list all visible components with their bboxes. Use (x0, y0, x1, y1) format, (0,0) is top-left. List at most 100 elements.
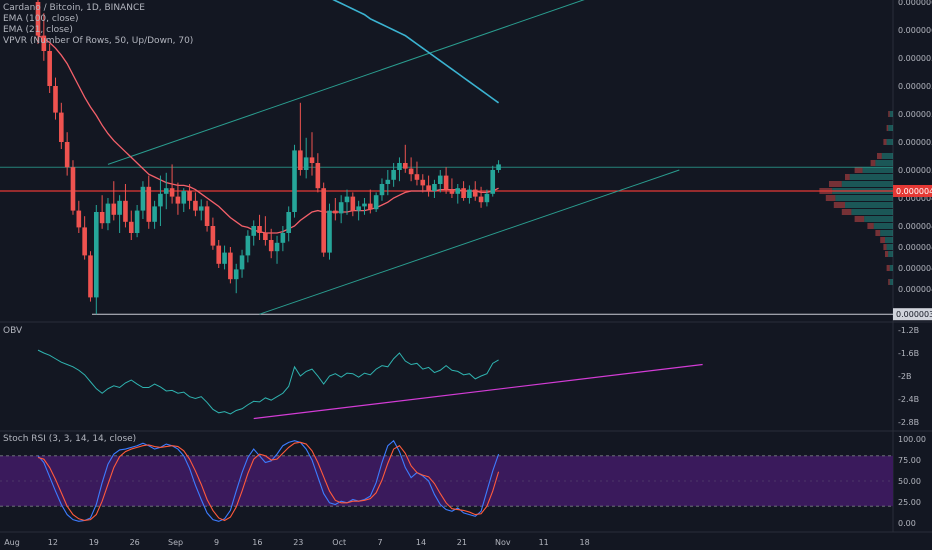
candle-body (169, 188, 175, 197)
price-tick-label: 0.00000415 (898, 285, 932, 294)
vpvr-bar-down (864, 216, 893, 222)
candle-body (362, 203, 367, 207)
vpvr-bar-down (835, 195, 893, 201)
obv-panel: -1.2B -1.6B -2B -2.4B -2.8B (37, 326, 919, 427)
stoch-tick-label: 0.00 (898, 519, 916, 528)
candle-body (204, 206, 210, 226)
time-tick-label: 12 (48, 538, 58, 547)
candle-body (414, 174, 420, 180)
time-tick-label: 23 (293, 538, 303, 547)
vpvr-legend[interactable]: VPVR (Number Of Rows, 50, Up/Down, 70) (3, 36, 194, 46)
vpvr-bar-up (877, 153, 882, 159)
price-tick-label: 0.00000580 (898, 54, 932, 63)
candle-body (373, 195, 379, 210)
vpvr-bar-down (881, 153, 893, 159)
stoch-legend: Stoch RSI (3, 3, 14, 14, close) (3, 434, 136, 445)
candle-body (163, 188, 169, 194)
candle-body (344, 196, 350, 203)
vpvr-bar-up (875, 230, 881, 236)
candle-body (292, 150, 297, 212)
grid-lines (0, 0, 932, 533)
time-tick-label: 16 (252, 538, 262, 547)
obv-line (37, 349, 499, 415)
candle-body (239, 255, 245, 270)
candle-body (257, 226, 262, 233)
price-tick-label: 0.00000480 (898, 194, 932, 203)
price-tick-label: 0.00000445 (898, 243, 932, 252)
vpvr-bar-up (829, 181, 842, 187)
vpvr-bar-down (880, 230, 893, 236)
vpvr-bar-down (862, 167, 893, 173)
candle-body (338, 202, 344, 214)
symbol-title[interactable]: Cardano / Bitcoin, 1D, BINANCE (3, 3, 145, 13)
candle-body (263, 233, 268, 240)
candle-body (59, 112, 64, 142)
time-tick-label: 19 (89, 538, 99, 547)
time-tick-label: 21 (457, 538, 467, 547)
candlesticks (35, 0, 501, 315)
candle-body (210, 226, 216, 246)
candle-body (228, 252, 233, 280)
price-tick-label: 0.00000520 (898, 138, 932, 147)
stoch-title[interactable]: Stoch RSI (3, 3, 14, 14, close) (3, 434, 137, 444)
vpvr-bar-up (845, 174, 850, 180)
candle-body (47, 51, 52, 86)
candle-body (432, 184, 437, 191)
current-price-label: 0.00000485 (896, 187, 932, 196)
stoch-k-line (37, 439, 500, 522)
candle-body (41, 35, 47, 51)
candle-body (368, 203, 373, 210)
vpvr-histogram (819, 111, 893, 285)
candle-body (298, 150, 303, 170)
vpvr-bar-down (841, 181, 893, 187)
candle-body (88, 255, 93, 298)
candle-body (216, 245, 222, 264)
vpvr-bar-up (880, 237, 885, 243)
candle-body (385, 179, 391, 184)
price-tick-label: 0.00000500 (898, 166, 932, 175)
time-axis: Aug 12 19 26 Sep 9 16 23 Oct 7 14 21 Nov 11 18 (4, 538, 590, 547)
obv-title[interactable]: OBV (3, 326, 23, 336)
candle-body (315, 163, 321, 189)
vpvr-bar-up (854, 216, 865, 222)
time-tick-label: Nov (495, 538, 511, 547)
vpvr-bar-down (889, 265, 893, 271)
candle-body (391, 170, 396, 180)
candle-body (461, 188, 466, 198)
vpvr-bar-up (883, 244, 887, 250)
vpvr-bar-up (867, 223, 874, 229)
time-tick-label: 7 (378, 538, 383, 547)
candle-body (490, 170, 496, 194)
price-tick-label: 0.00000600 (898, 26, 932, 35)
candle-body (233, 269, 239, 280)
candle-body (123, 200, 128, 222)
candle-body (437, 175, 443, 184)
vpvr-bar-up (833, 202, 845, 208)
candle-body (402, 163, 408, 169)
candle-body (70, 167, 76, 211)
price-axis: 0.00000620 0.00000600 0.00000580 0.00000560… (893, 0, 932, 321)
ema100-legend[interactable]: EMA (100, close) (3, 14, 79, 24)
candle-body (193, 200, 198, 211)
candle-body (53, 86, 58, 113)
obv-tick-label: -2.8B (898, 418, 919, 427)
vpvr-bar-down (888, 251, 893, 257)
candle-body (111, 203, 117, 215)
price-tick-label: 0.00000430 (898, 264, 932, 273)
obv-tick-label: -1.2B (898, 326, 919, 335)
stoch-rsi-panel: 100.00 75.00 50.00 25.00 0.00 (0, 435, 926, 528)
vpvr-bar-down (888, 125, 893, 131)
obv-trendline (253, 363, 703, 420)
candle-body (175, 196, 181, 204)
obv-tick-label: -2B (898, 372, 911, 381)
vpvr-bar-down (875, 160, 893, 166)
vpvr-bar-up (885, 251, 889, 257)
low-price-tag (893, 308, 932, 321)
candle-body (158, 193, 163, 207)
ema21-legend[interactable]: EMA (21, close) (3, 25, 73, 35)
candle-body (105, 203, 111, 224)
time-tick-label: Sep (168, 538, 183, 547)
time-tick-label: 9 (214, 538, 219, 547)
candle-body (327, 210, 332, 253)
candle-body (117, 200, 122, 215)
